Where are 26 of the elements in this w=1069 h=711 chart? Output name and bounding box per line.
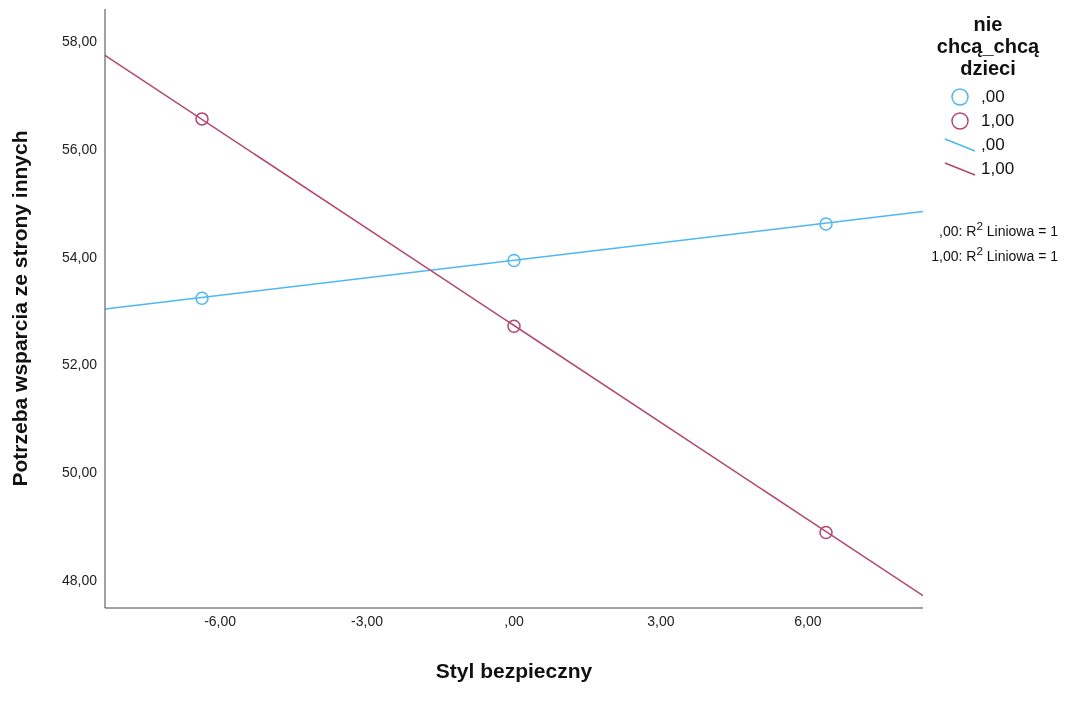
point [819,525,833,540]
x-tick-label: -3,00 [351,612,384,629]
y-tick-label: 56,00 [61,141,98,158]
x-tick-label: 6,00 [794,612,822,629]
legend-title: nie chcą_chcą dzieci [935,13,1041,79]
x-tick-label: ,00 [504,612,524,629]
x-tick-label: -6,00 [204,612,237,629]
point [819,217,833,231]
y-tick-label: 54,00 [61,248,98,265]
y-tick-label: 50,00 [61,464,98,481]
point [507,319,521,334]
legend-label: 1,00 [981,111,1015,131]
x-tick-label: 3,00 [647,612,675,629]
x-axis-title: Styl bezpieczny [435,659,593,682]
y-tick-label: 58,00 [61,33,98,50]
y-tick-label: 52,00 [61,356,98,373]
y-axis-title: Potrzeba wsparcia ze strony innych [8,130,32,487]
point [195,291,209,306]
point [195,112,209,126]
text: ,00: R$^{2}$ Liniowa = 1 [938,218,1058,241]
legend-label: 1,00 [981,159,1015,179]
legend-label: ,00 [981,135,1005,155]
legend-label: ,00 [981,87,1005,107]
text: 1,00: R$^{2}$ Liniowa = 1 [930,242,1058,266]
y-tick-label: 48,00 [61,571,98,588]
point [507,253,521,268]
